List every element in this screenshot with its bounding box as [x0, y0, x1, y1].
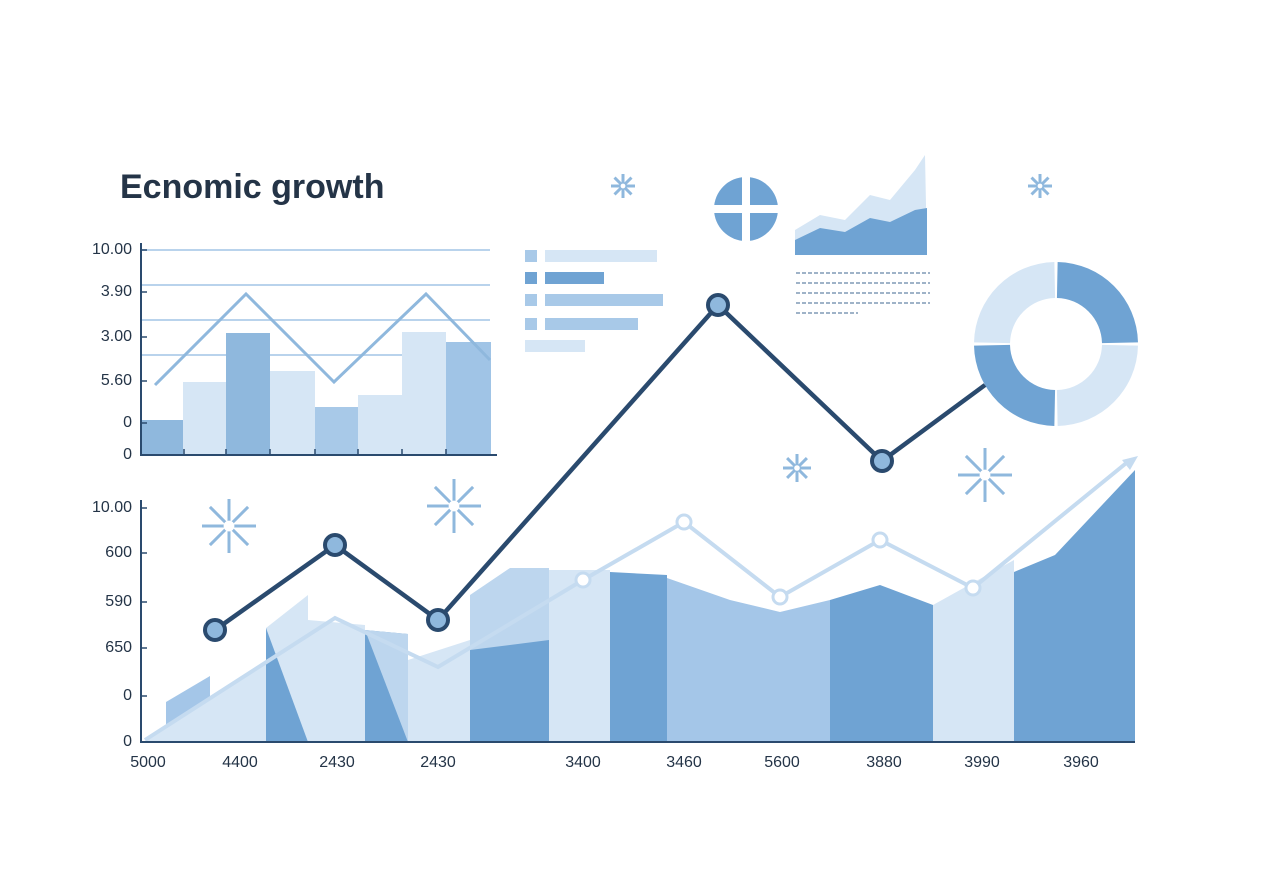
bullet: [525, 250, 537, 262]
y-tick-label: 650: [105, 639, 132, 656]
x-tick-label: 3990: [964, 754, 1000, 771]
donut-segment: [974, 344, 1056, 426]
donut-segment: [1056, 344, 1138, 426]
h-bar: [545, 294, 663, 306]
y-tick-label: 590: [105, 593, 132, 610]
snowflake-center: [794, 465, 800, 471]
y-tick-label: 0: [123, 446, 132, 463]
bar: [270, 371, 315, 455]
h-bar: [545, 250, 657, 262]
bar: [358, 395, 402, 455]
bar: [226, 333, 270, 455]
bullet: [525, 272, 537, 284]
marker: [706, 293, 730, 317]
x-tick-label: 5600: [764, 754, 800, 771]
area: [610, 572, 667, 742]
area: [830, 585, 933, 742]
marker: [426, 608, 450, 632]
donut-segment: [974, 262, 1056, 344]
arrow-head: [1122, 456, 1138, 470]
y-tick-label: 0: [123, 733, 132, 750]
bar: [315, 407, 358, 455]
title: Ecnomic growth: [120, 168, 384, 206]
marker: [203, 618, 227, 642]
marker: [870, 449, 894, 473]
x-tick-label: 5000: [130, 754, 166, 771]
x-tick-label: 3400: [565, 754, 601, 771]
y-tick-label: 600: [105, 544, 132, 561]
h-bar: [545, 272, 604, 284]
y-tick-label: 5.60: [101, 372, 132, 389]
x-tick-label: 2430: [420, 754, 456, 771]
area: [308, 620, 365, 742]
marker: [871, 531, 889, 549]
bar: [141, 420, 183, 455]
y-tick-label: 0: [123, 687, 132, 704]
x-tick-label: 3880: [866, 754, 902, 771]
area: [266, 595, 308, 742]
area: [408, 640, 470, 742]
area: [365, 630, 408, 742]
bar: [402, 332, 446, 455]
area: [795, 208, 927, 255]
snowflake-center: [1037, 183, 1043, 189]
h-bar: [525, 340, 585, 352]
y-tick-label: 10.00: [92, 499, 132, 516]
marker: [964, 579, 982, 597]
marker: [574, 571, 592, 589]
x-tick-label: 3960: [1063, 754, 1099, 771]
snowflake-center: [448, 500, 460, 512]
y-tick-label: 10.00: [92, 241, 132, 258]
snowflake-center: [979, 469, 991, 481]
snowflake-center: [223, 520, 235, 532]
y-tick-label: 3.00: [101, 328, 132, 345]
area: [1014, 470, 1135, 742]
trend-line: [213, 301, 987, 632]
area: [470, 568, 549, 650]
bullet: [525, 294, 537, 306]
marker: [675, 513, 693, 531]
bar: [183, 382, 226, 455]
donut-segment: [1056, 262, 1138, 344]
marker: [323, 533, 347, 557]
area: [145, 660, 266, 742]
marker: [771, 588, 789, 606]
x-tick-label: 2430: [319, 754, 355, 771]
bar: [446, 342, 491, 455]
bullet: [525, 318, 537, 330]
area: [933, 560, 1014, 742]
area: [549, 570, 610, 742]
y-tick-label: 3.90: [101, 283, 132, 300]
x-tick-label: 4400: [222, 754, 258, 771]
snowflake-center: [620, 183, 626, 189]
line: [153, 291, 492, 387]
area: [667, 578, 830, 742]
globe-cross: [714, 205, 778, 213]
x-tick-label: 3460: [666, 754, 702, 771]
y-tick-label: 0: [123, 414, 132, 431]
h-bar: [545, 318, 638, 330]
